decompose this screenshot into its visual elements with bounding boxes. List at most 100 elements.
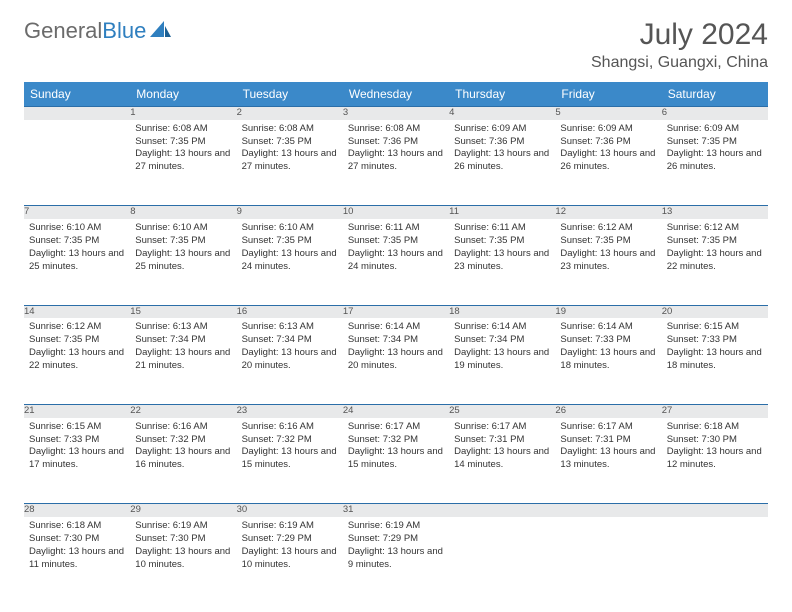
day-number: 5 bbox=[555, 107, 661, 120]
day-cell: Sunrise: 6:13 AMSunset: 7:34 PMDaylight:… bbox=[237, 318, 343, 404]
calendar-body: 123456Sunrise: 6:08 AMSunset: 7:35 PMDay… bbox=[24, 107, 768, 604]
week-content-row: Sunrise: 6:10 AMSunset: 7:35 PMDaylight:… bbox=[24, 219, 768, 305]
sunset-line: Sunset: 7:30 PM bbox=[29, 533, 125, 546]
sunrise-line: Sunrise: 6:11 AM bbox=[348, 222, 444, 235]
day-cell: Sunrise: 6:12 AMSunset: 7:35 PMDaylight:… bbox=[555, 219, 661, 305]
sunrise-line: Sunrise: 6:17 AM bbox=[348, 421, 444, 434]
day-number: 1 bbox=[130, 107, 236, 120]
sunrise-line: Sunrise: 6:12 AM bbox=[667, 222, 763, 235]
sunset-line: Sunset: 7:35 PM bbox=[242, 235, 338, 248]
page-header: GeneralBlue July 2024 Shangsi, Guangxi, … bbox=[24, 18, 768, 72]
day-number: 7 bbox=[24, 206, 130, 219]
logo-text: GeneralBlue bbox=[24, 18, 146, 44]
sunset-line: Sunset: 7:33 PM bbox=[560, 334, 656, 347]
sunrise-line: Sunrise: 6:14 AM bbox=[560, 321, 656, 334]
sunset-line: Sunset: 7:32 PM bbox=[348, 434, 444, 447]
logo-sail-icon bbox=[150, 19, 172, 44]
daylight-line: Daylight: 13 hours and 10 minutes. bbox=[242, 546, 338, 572]
empty-cell bbox=[555, 517, 661, 603]
sunrise-line: Sunrise: 6:15 AM bbox=[667, 321, 763, 334]
empty-cell bbox=[662, 517, 768, 603]
sunset-line: Sunset: 7:34 PM bbox=[242, 334, 338, 347]
day-number: 3 bbox=[343, 107, 449, 120]
calendar-table: SundayMondayTuesdayWednesdayThursdayFrid… bbox=[24, 82, 768, 603]
sunrise-line: Sunrise: 6:10 AM bbox=[135, 222, 231, 235]
day-cell: Sunrise: 6:13 AMSunset: 7:34 PMDaylight:… bbox=[130, 318, 236, 404]
sunrise-line: Sunrise: 6:12 AM bbox=[29, 321, 125, 334]
sunset-line: Sunset: 7:34 PM bbox=[135, 334, 231, 347]
sunrise-line: Sunrise: 6:13 AM bbox=[242, 321, 338, 334]
sunrise-line: Sunrise: 6:09 AM bbox=[560, 123, 656, 136]
daylight-line: Daylight: 13 hours and 27 minutes. bbox=[242, 148, 338, 174]
sunset-line: Sunset: 7:35 PM bbox=[242, 136, 338, 149]
sunrise-line: Sunrise: 6:08 AM bbox=[135, 123, 231, 136]
daylight-line: Daylight: 13 hours and 9 minutes. bbox=[348, 546, 444, 572]
day-number: 31 bbox=[343, 504, 449, 517]
empty-cell bbox=[24, 120, 130, 206]
sunset-line: Sunset: 7:34 PM bbox=[348, 334, 444, 347]
week-content-row: Sunrise: 6:15 AMSunset: 7:33 PMDaylight:… bbox=[24, 418, 768, 504]
sunrise-line: Sunrise: 6:17 AM bbox=[454, 421, 550, 434]
daylight-line: Daylight: 13 hours and 22 minutes. bbox=[667, 248, 763, 274]
day-cell: Sunrise: 6:15 AMSunset: 7:33 PMDaylight:… bbox=[24, 418, 130, 504]
weekday-header: Saturday bbox=[662, 82, 768, 107]
sunrise-line: Sunrise: 6:09 AM bbox=[454, 123, 550, 136]
daylight-line: Daylight: 13 hours and 18 minutes. bbox=[667, 347, 763, 373]
day-cell: Sunrise: 6:09 AMSunset: 7:36 PMDaylight:… bbox=[555, 120, 661, 206]
day-cell: Sunrise: 6:18 AMSunset: 7:30 PMDaylight:… bbox=[662, 418, 768, 504]
day-number: 30 bbox=[237, 504, 343, 517]
day-cell: Sunrise: 6:10 AMSunset: 7:35 PMDaylight:… bbox=[24, 219, 130, 305]
day-number: 20 bbox=[662, 305, 768, 318]
day-cell: Sunrise: 6:15 AMSunset: 7:33 PMDaylight:… bbox=[662, 318, 768, 404]
day-number: 18 bbox=[449, 305, 555, 318]
sunrise-line: Sunrise: 6:16 AM bbox=[135, 421, 231, 434]
sunset-line: Sunset: 7:31 PM bbox=[454, 434, 550, 447]
day-number: 13 bbox=[662, 206, 768, 219]
empty-cell bbox=[449, 517, 555, 603]
day-number: 17 bbox=[343, 305, 449, 318]
empty-daynum bbox=[449, 504, 555, 517]
week-daynum-row: 28293031 bbox=[24, 504, 768, 517]
day-cell: Sunrise: 6:17 AMSunset: 7:31 PMDaylight:… bbox=[555, 418, 661, 504]
daylight-line: Daylight: 13 hours and 12 minutes. bbox=[667, 446, 763, 472]
sunset-line: Sunset: 7:31 PM bbox=[560, 434, 656, 447]
weekday-header: Thursday bbox=[449, 82, 555, 107]
empty-daynum bbox=[555, 504, 661, 517]
sunset-line: Sunset: 7:30 PM bbox=[667, 434, 763, 447]
day-cell: Sunrise: 6:08 AMSunset: 7:35 PMDaylight:… bbox=[237, 120, 343, 206]
daylight-line: Daylight: 13 hours and 26 minutes. bbox=[667, 148, 763, 174]
day-cell: Sunrise: 6:14 AMSunset: 7:34 PMDaylight:… bbox=[449, 318, 555, 404]
day-cell: Sunrise: 6:09 AMSunset: 7:36 PMDaylight:… bbox=[449, 120, 555, 206]
sunset-line: Sunset: 7:30 PM bbox=[135, 533, 231, 546]
daylight-line: Daylight: 13 hours and 16 minutes. bbox=[135, 446, 231, 472]
sunrise-line: Sunrise: 6:10 AM bbox=[242, 222, 338, 235]
day-number: 15 bbox=[130, 305, 236, 318]
day-number: 29 bbox=[130, 504, 236, 517]
sunrise-line: Sunrise: 6:09 AM bbox=[667, 123, 763, 136]
day-number: 12 bbox=[555, 206, 661, 219]
weekday-header: Tuesday bbox=[237, 82, 343, 107]
sunset-line: Sunset: 7:36 PM bbox=[454, 136, 550, 149]
sunset-line: Sunset: 7:32 PM bbox=[135, 434, 231, 447]
daylight-line: Daylight: 13 hours and 27 minutes. bbox=[348, 148, 444, 174]
weekday-header: Monday bbox=[130, 82, 236, 107]
sunset-line: Sunset: 7:35 PM bbox=[454, 235, 550, 248]
sunset-line: Sunset: 7:35 PM bbox=[667, 136, 763, 149]
day-number: 16 bbox=[237, 305, 343, 318]
day-cell: Sunrise: 6:11 AMSunset: 7:35 PMDaylight:… bbox=[343, 219, 449, 305]
logo-text-gray: General bbox=[24, 18, 102, 43]
day-cell: Sunrise: 6:14 AMSunset: 7:34 PMDaylight:… bbox=[343, 318, 449, 404]
day-number: 28 bbox=[24, 504, 130, 517]
location-text: Shangsi, Guangxi, China bbox=[591, 54, 768, 72]
day-number: 10 bbox=[343, 206, 449, 219]
weekday-row: SundayMondayTuesdayWednesdayThursdayFrid… bbox=[24, 82, 768, 107]
daylight-line: Daylight: 13 hours and 26 minutes. bbox=[454, 148, 550, 174]
daylight-line: Daylight: 13 hours and 23 minutes. bbox=[560, 248, 656, 274]
day-cell: Sunrise: 6:10 AMSunset: 7:35 PMDaylight:… bbox=[130, 219, 236, 305]
daylight-line: Daylight: 13 hours and 21 minutes. bbox=[135, 347, 231, 373]
sunset-line: Sunset: 7:34 PM bbox=[454, 334, 550, 347]
daylight-line: Daylight: 13 hours and 14 minutes. bbox=[454, 446, 550, 472]
day-number: 11 bbox=[449, 206, 555, 219]
sunset-line: Sunset: 7:35 PM bbox=[29, 334, 125, 347]
daylight-line: Daylight: 13 hours and 25 minutes. bbox=[29, 248, 125, 274]
